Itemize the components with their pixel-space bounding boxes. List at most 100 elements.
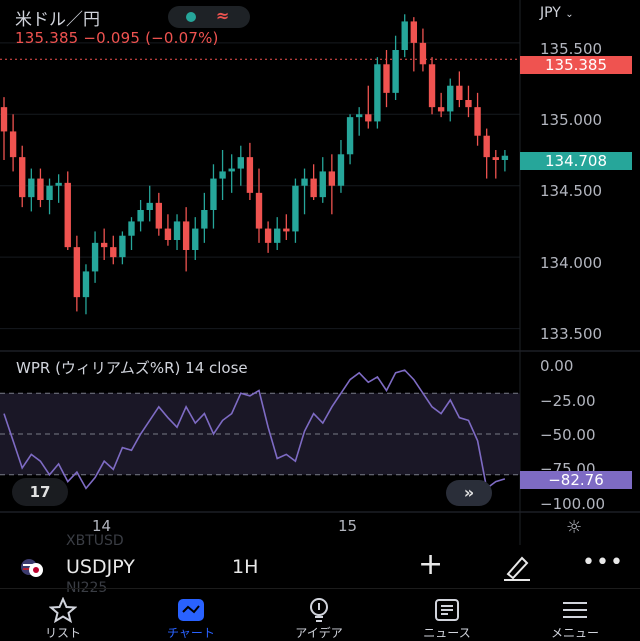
wpr-axis-label: −100.00	[540, 495, 606, 513]
candle-body	[392, 50, 399, 93]
candle-body	[219, 171, 226, 179]
wpr-indicator-label[interactable]: WPR (ウィリアムズ%R) 14 close	[16, 359, 248, 377]
candle-body	[419, 42, 427, 65]
bottom-navigation: リスト チャート アイデア ニュース メニュー	[0, 588, 640, 641]
candle-body	[137, 210, 144, 222]
wpr-value-tag: −82.76	[520, 471, 632, 489]
candle-body	[328, 171, 336, 186]
candle-body	[37, 178, 44, 200]
chart-icon	[178, 599, 204, 621]
candle-body	[146, 202, 153, 210]
symbol-toolbar: USDJPY 1H + •••	[0, 548, 640, 588]
candle-body	[365, 114, 372, 122]
price-axis-label: 135.000	[540, 111, 603, 129]
candle-body	[110, 247, 117, 258]
more-options-icon[interactable]: •••	[582, 550, 624, 575]
candle-body	[383, 64, 390, 93]
nav-item-ideas[interactable]: アイデア	[264, 589, 374, 641]
candle-body	[283, 228, 290, 232]
currency-selector[interactable]: JPY ⌄	[540, 5, 574, 21]
candle-body	[264, 228, 272, 243]
chevron-down-icon: ⌄	[565, 9, 574, 20]
candle-body	[55, 182, 62, 186]
wpr-series-line	[3, 369, 506, 490]
menu-icon	[563, 602, 587, 618]
candle-body	[155, 202, 163, 229]
time-axis-label: 15	[338, 517, 358, 535]
candle-body	[292, 185, 299, 232]
nav-item-news[interactable]: ニュース	[392, 589, 502, 641]
candle-body	[128, 221, 135, 236]
candle-body	[437, 107, 445, 112]
candle-body	[46, 185, 53, 200]
candle-body	[456, 85, 463, 100]
nav-label: ニュース	[423, 626, 471, 640]
wpr-axis-label: 0.00	[540, 357, 574, 375]
candle-body	[428, 64, 436, 108]
tradingview-logo-icon[interactable]: 17	[12, 478, 68, 506]
candle-body	[319, 171, 326, 198]
nav-item-list[interactable]: リスト	[8, 589, 118, 641]
nav-label: メニュー	[550, 626, 599, 640]
candle-body	[274, 228, 281, 243]
idea-icon	[310, 598, 328, 622]
wpr-axis-label: −50.00	[540, 426, 596, 444]
candle-body	[310, 178, 317, 198]
scroll-to-realtime-button[interactable]: »	[446, 480, 492, 506]
add-indicator-plus-icon[interactable]: +	[418, 547, 444, 582]
candle-body	[192, 228, 199, 250]
candle-body	[119, 235, 126, 258]
last-price-tag: 135.385	[520, 56, 632, 74]
candle-body	[246, 157, 254, 193]
candle-body	[164, 228, 172, 240]
symbol-selector[interactable]: USDJPY	[66, 556, 135, 578]
wpr-axis-label: −25.00	[540, 392, 596, 410]
candle-body	[19, 157, 26, 198]
currency-label: JPY	[540, 5, 561, 21]
candle-body	[255, 192, 263, 229]
candle-body	[237, 157, 244, 169]
candle-body	[73, 247, 81, 298]
candle-body	[201, 210, 208, 229]
market-status-pill[interactable]: ≈	[168, 6, 250, 28]
candle-body	[410, 21, 418, 43]
nav-item-chart[interactable]: チャート	[136, 589, 246, 641]
news-icon	[435, 599, 459, 621]
price-axis-label: 134.500	[540, 182, 603, 200]
candle-body	[374, 64, 381, 122]
price-chart[interactable]	[0, 0, 640, 545]
price-axis-label: 134.000	[540, 254, 603, 272]
candle-body	[82, 271, 90, 298]
candle-body	[9, 131, 17, 158]
candle-body	[182, 221, 190, 250]
candle-body	[301, 178, 308, 186]
price-axis-label: 133.500	[540, 325, 603, 343]
candle-body	[465, 100, 472, 108]
timeframe-selector[interactable]: 1H	[232, 556, 259, 578]
candle-body	[210, 178, 217, 210]
candle-body	[474, 107, 481, 136]
nav-item-menu[interactable]: メニュー	[520, 589, 630, 641]
candle-body	[173, 221, 181, 240]
candle-body	[28, 178, 35, 198]
market-open-dot-icon	[186, 12, 196, 22]
candle-body	[483, 135, 490, 158]
candle-body	[0, 107, 8, 132]
symbol-title: 米ドル／円	[15, 10, 100, 30]
candle-body	[337, 154, 345, 186]
current-price-tag: 134.708	[520, 152, 632, 170]
settings-gear-icon[interactable]: ☼	[566, 517, 583, 538]
nav-label: リスト	[44, 626, 81, 640]
star-icon	[49, 597, 77, 623]
drawing-pen-icon[interactable]	[500, 552, 534, 582]
time-axis-label: 14	[92, 517, 112, 535]
candle-body	[492, 157, 499, 160]
candle-body	[355, 114, 363, 118]
candle-body	[64, 182, 71, 248]
candle-body	[228, 168, 235, 172]
candle-body	[447, 85, 454, 112]
chart-area[interactable]: 米ドル／円 ≈ 135.385 −0.095 (−0.07%) JPY ⌄ 13…	[0, 0, 640, 545]
price-axis-label: 135.500	[540, 40, 603, 58]
nav-label: チャート	[167, 626, 215, 640]
candle-body	[100, 242, 108, 248]
